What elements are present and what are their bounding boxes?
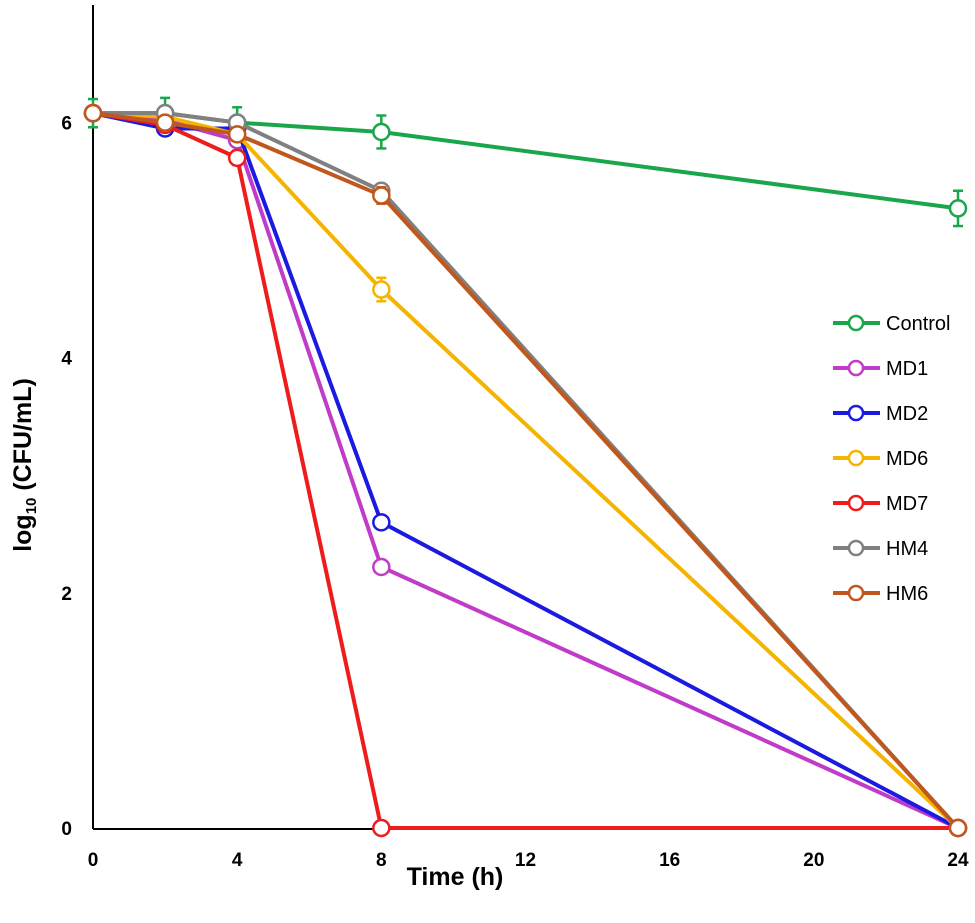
- series-group: [83, 96, 968, 838]
- legend-label: HM6: [886, 583, 928, 605]
- legend-marker: [847, 494, 865, 512]
- x-tick-label: 0: [88, 850, 99, 871]
- legend: Control MD1 MD2 MD6 MD7 HM4 HM6: [833, 313, 950, 605]
- y-tick-label: 0: [61, 819, 72, 840]
- legend-item-md1: MD1: [833, 358, 928, 380]
- series-line: [92, 111, 960, 830]
- series-md7: [83, 103, 968, 838]
- legend-item-md6: MD6: [833, 448, 928, 470]
- legend-marker: [847, 314, 865, 332]
- series-line: [92, 111, 959, 830]
- data-point: [227, 148, 247, 168]
- x-tick-label: 24: [947, 850, 969, 871]
- legend-item-hm6: HM6: [833, 583, 928, 605]
- legend-marker: [847, 539, 865, 557]
- legend-label: MD2: [886, 403, 928, 425]
- legend-label: MD1: [886, 358, 928, 380]
- x-tick-label: 12: [515, 850, 536, 871]
- series-line: [92, 111, 959, 830]
- legend-label: MD7: [886, 493, 928, 515]
- data-point: [227, 125, 247, 144]
- x-tick-label: 16: [659, 850, 680, 871]
- x-tick-label: 20: [803, 850, 824, 871]
- data-point: [155, 113, 175, 132]
- data-point: [372, 186, 391, 205]
- legend-label: HM4: [886, 538, 928, 560]
- data-point: [372, 557, 391, 577]
- series-hm6: [83, 103, 968, 838]
- legend-marker: [847, 404, 865, 422]
- data-point: [372, 280, 391, 299]
- legend-item-control: Control: [833, 313, 950, 335]
- series-line: [93, 111, 960, 830]
- legend-item-hm4: HM4: [833, 538, 928, 560]
- y-tick-label: 2: [61, 584, 72, 605]
- y-tick-label: 6: [61, 114, 72, 135]
- x-axis-title: Time (h): [407, 863, 504, 891]
- legend-item-md7: MD7: [833, 493, 928, 515]
- y-axis-title: log10 (CFU/mL): [9, 378, 40, 552]
- series-control: [83, 96, 968, 228]
- legend-label: MD6: [886, 448, 928, 470]
- data-point: [948, 818, 968, 838]
- series-md6: [83, 103, 968, 838]
- legend-item-md2: MD2: [833, 403, 928, 425]
- data-point: [83, 103, 103, 123]
- data-point: [372, 513, 391, 532]
- x-tick-label: 4: [232, 850, 243, 871]
- series-hm4: [83, 103, 968, 838]
- legend-marker: [847, 359, 865, 377]
- y-tick-label: 4: [61, 349, 72, 370]
- data-point: [948, 199, 968, 218]
- series-line: [92, 111, 958, 830]
- series-line: [92, 111, 960, 830]
- x-tick-label: 8: [376, 850, 387, 871]
- legend-marker: [847, 584, 865, 602]
- legend-marker: [847, 449, 865, 467]
- data-point: [372, 122, 391, 142]
- series-md1: [83, 103, 968, 838]
- legend-label: Control: [886, 313, 950, 335]
- series-md2: [83, 103, 968, 838]
- data-point: [372, 818, 391, 838]
